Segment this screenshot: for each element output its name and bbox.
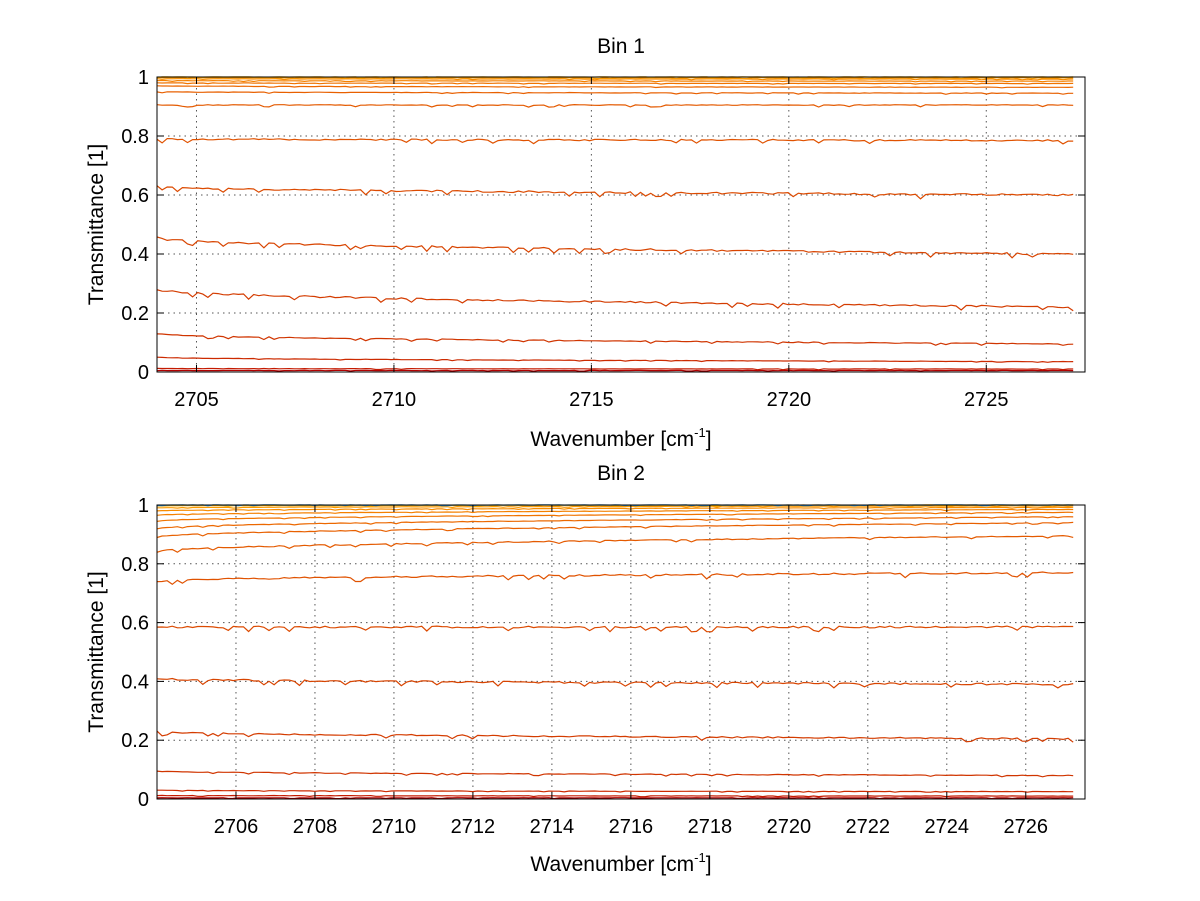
y-tick-label: 1 — [138, 67, 149, 89]
x-tick-label: 2724 — [925, 816, 970, 838]
x-tick-label: 2722 — [846, 816, 891, 838]
series-line-s2 — [157, 794, 1074, 798]
series-line-s10 — [157, 521, 1074, 539]
y-tick-label: 0.4 — [121, 244, 149, 266]
series-line-s14 — [157, 506, 1074, 512]
series-line-s7 — [157, 625, 1074, 633]
series-group — [157, 504, 1074, 799]
subplot-2: Bin 2 2706 2708 2710 2712 2714 2716 2718 2720 272… — [85, 462, 1086, 876]
series-line-s12 — [157, 511, 1074, 522]
series-line-s11 — [157, 516, 1074, 530]
subplot-1: Bin 1 2705 2710 2715 2720 2725 0 0.2 0.4 0.6 0.8 1 W… — [85, 35, 1086, 451]
series-line-s14 — [157, 78, 1074, 81]
series-line-s13 — [157, 508, 1074, 516]
series-line-s3 — [157, 789, 1074, 793]
series-line-s12 — [157, 82, 1074, 85]
y-tick-label: 0.6 — [121, 185, 149, 207]
x-tick-label: 2714 — [530, 816, 575, 838]
series-line-s13 — [157, 79, 1074, 83]
y-tick-label: 0.8 — [121, 126, 149, 148]
y-tick-label: 1 — [138, 495, 149, 517]
series-line-s5 — [157, 730, 1074, 743]
axes-box — [156, 76, 1086, 373]
x-tick-label: 2712 — [451, 816, 496, 838]
series-line-s7 — [157, 185, 1074, 200]
y-tick-label: 0.6 — [121, 613, 149, 635]
y-tick-label: 0.2 — [121, 730, 149, 752]
y-axis-label: Transmittance [1] — [85, 571, 108, 732]
y-tick-label: 0 — [138, 362, 149, 384]
series-line-s9 — [157, 103, 1074, 108]
y-axis-label: Transmittance [1] — [85, 144, 108, 305]
x-tick-label: 2726 — [1004, 816, 1049, 838]
x-tick-label: 2715 — [569, 389, 614, 411]
series-line-s6 — [157, 236, 1074, 259]
y-tick-label: 0.2 — [121, 303, 149, 325]
series-line-s4 — [157, 770, 1074, 778]
series-line-s1 — [157, 797, 1074, 799]
chart-title: Bin 1 — [597, 35, 645, 58]
x-tick-label: 2710 — [372, 389, 417, 411]
series-line-s2 — [157, 367, 1074, 371]
series-line-s8 — [157, 571, 1074, 586]
x-tick-label: 2725 — [964, 389, 1009, 411]
y-tick-label: 0.8 — [121, 554, 149, 576]
x-tick-label: 2706 — [214, 816, 259, 838]
series-line-s3 — [157, 356, 1074, 363]
series-line-s1 — [157, 369, 1074, 372]
y-tick-label: 0 — [138, 789, 149, 811]
x-tick-label: 2720 — [767, 389, 812, 411]
series-line-s10 — [157, 91, 1074, 95]
x-tick-label: 2708 — [293, 816, 338, 838]
x-tick-label: 2710 — [372, 816, 417, 838]
x-tick-label: 2720 — [767, 816, 812, 838]
series-line-s11 — [157, 85, 1074, 89]
x-tick-label: 2718 — [688, 816, 733, 838]
series-line-s6 — [157, 677, 1074, 689]
x-axis-label: Wavenumber [cm-1] — [530, 850, 711, 876]
series-line-s15 — [157, 76, 1074, 80]
series-line-s8 — [157, 137, 1074, 145]
y-tick-label: 0.4 — [121, 671, 149, 693]
chart-title: Bin 2 — [597, 462, 645, 485]
x-axis-label: Wavenumber [cm-1] — [530, 425, 711, 451]
series-line-s4 — [157, 333, 1074, 346]
axes-box — [156, 504, 1086, 800]
series-group — [157, 76, 1074, 372]
x-tick-label: 2705 — [174, 389, 219, 411]
x-tick-label: 2716 — [609, 816, 654, 838]
series-line-s9 — [157, 534, 1074, 553]
series-line-s5 — [157, 289, 1074, 312]
series-line-s15 — [157, 505, 1074, 509]
